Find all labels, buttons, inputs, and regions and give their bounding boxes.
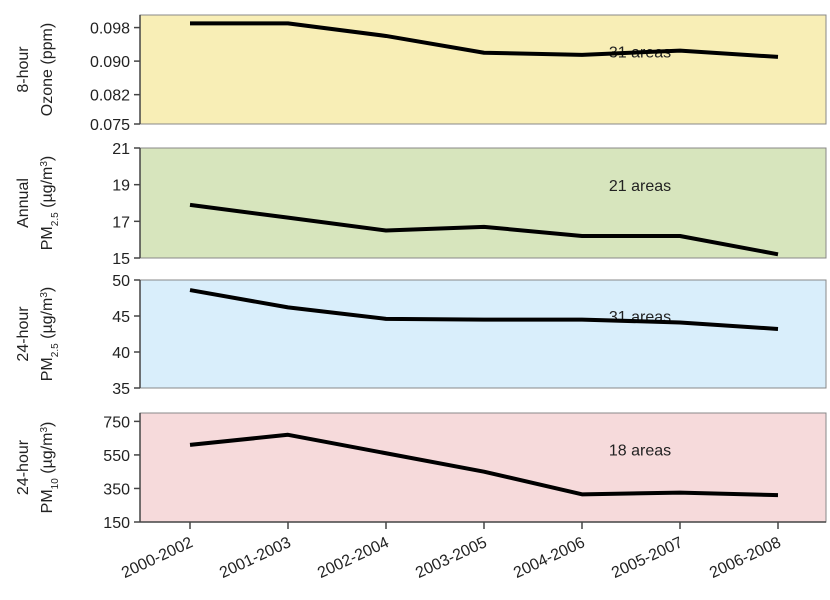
y-axis-label: PM2.5 (µg/m3) [39, 156, 61, 250]
y-axis-label-part: 3 [39, 427, 50, 433]
y-tick-label: 21 [112, 141, 130, 158]
y-axis-label: 24-hour [15, 306, 32, 362]
y-tick-label: 40 [112, 345, 130, 362]
y-axis-label-part: 3 [39, 292, 50, 298]
y-tick-label: 0.090 [90, 54, 130, 71]
panel-background [139, 14, 827, 125]
y-tick-label: 750 [103, 414, 130, 431]
y-axis-label-part: PM [39, 357, 56, 381]
y-axis-label-part: ) [39, 422, 56, 427]
y-axis-label-part: Annual [15, 178, 32, 228]
y-tick-label: 350 [103, 481, 130, 498]
y-axis-label: 24-hour [15, 439, 32, 495]
y-tick-label: 150 [103, 515, 130, 532]
y-axis-label-part: Ozone (ppm) [39, 23, 56, 116]
x-tick-label: 2000-2002 [119, 534, 196, 582]
y-axis-label-part: 3 [39, 161, 50, 167]
y-tick-label: 0.098 [90, 21, 130, 38]
panel-background [139, 412, 827, 523]
x-tick-label: 2006-2008 [707, 534, 784, 582]
y-tick-label: 15 [112, 251, 130, 268]
y-axis-label: Annual [15, 178, 32, 228]
panel-background [139, 147, 827, 259]
y-axis-label-part: ) [39, 156, 56, 161]
y-tick-label: 0.082 [90, 88, 130, 105]
panel-background [139, 279, 827, 389]
y-axis-label: Ozone (ppm) [39, 23, 56, 116]
data-line [189, 288, 779, 331]
y-axis-label-part: 24-hour [15, 306, 32, 362]
y-axis-label: 8-hour [15, 46, 32, 93]
y-axis-label-part: ) [39, 287, 56, 292]
x-tick-label: 2005-2007 [609, 534, 686, 582]
y-tick-label: 550 [103, 448, 130, 465]
y-axis-label-part: (µg/m [39, 298, 56, 344]
y-axis-label-part: 10 [50, 478, 61, 490]
y-axis-label-part: 8-hour [15, 46, 32, 93]
y-tick-label: 0.075 [90, 117, 130, 134]
y-axis-label: PM10 (µg/m3) [39, 422, 61, 514]
y-tick-label: 45 [112, 309, 130, 326]
y-axis-label-part: 24-hour [15, 439, 32, 495]
y-axis-label-part: (µg/m [39, 433, 56, 479]
annotation: 18 areas [609, 443, 671, 460]
y-axis-label: PM2.5 (µg/m3) [39, 287, 61, 381]
y-tick-label: 35 [112, 381, 130, 398]
y-tick-label: 17 [112, 214, 130, 231]
y-axis-label-part: (µg/m [39, 167, 56, 213]
data-line [190, 21, 779, 59]
data-line [189, 432, 779, 498]
x-tick-label: 2004-2006 [511, 534, 588, 582]
x-tick-label: 2002-2004 [315, 534, 392, 582]
data-line [189, 202, 779, 257]
x-tick-label: 2001-2003 [217, 534, 294, 582]
y-tick-label: 50 [112, 273, 130, 290]
x-tick-label: 2003-2005 [413, 534, 490, 582]
y-axis-label-part: PM [39, 226, 56, 250]
annotation: 21 areas [609, 178, 671, 195]
y-axis-label-part: 2.5 [50, 212, 61, 226]
y-axis-label-part: PM [39, 489, 56, 513]
y-axis-label-part: 2.5 [50, 343, 61, 357]
y-tick-label: 19 [112, 178, 130, 195]
